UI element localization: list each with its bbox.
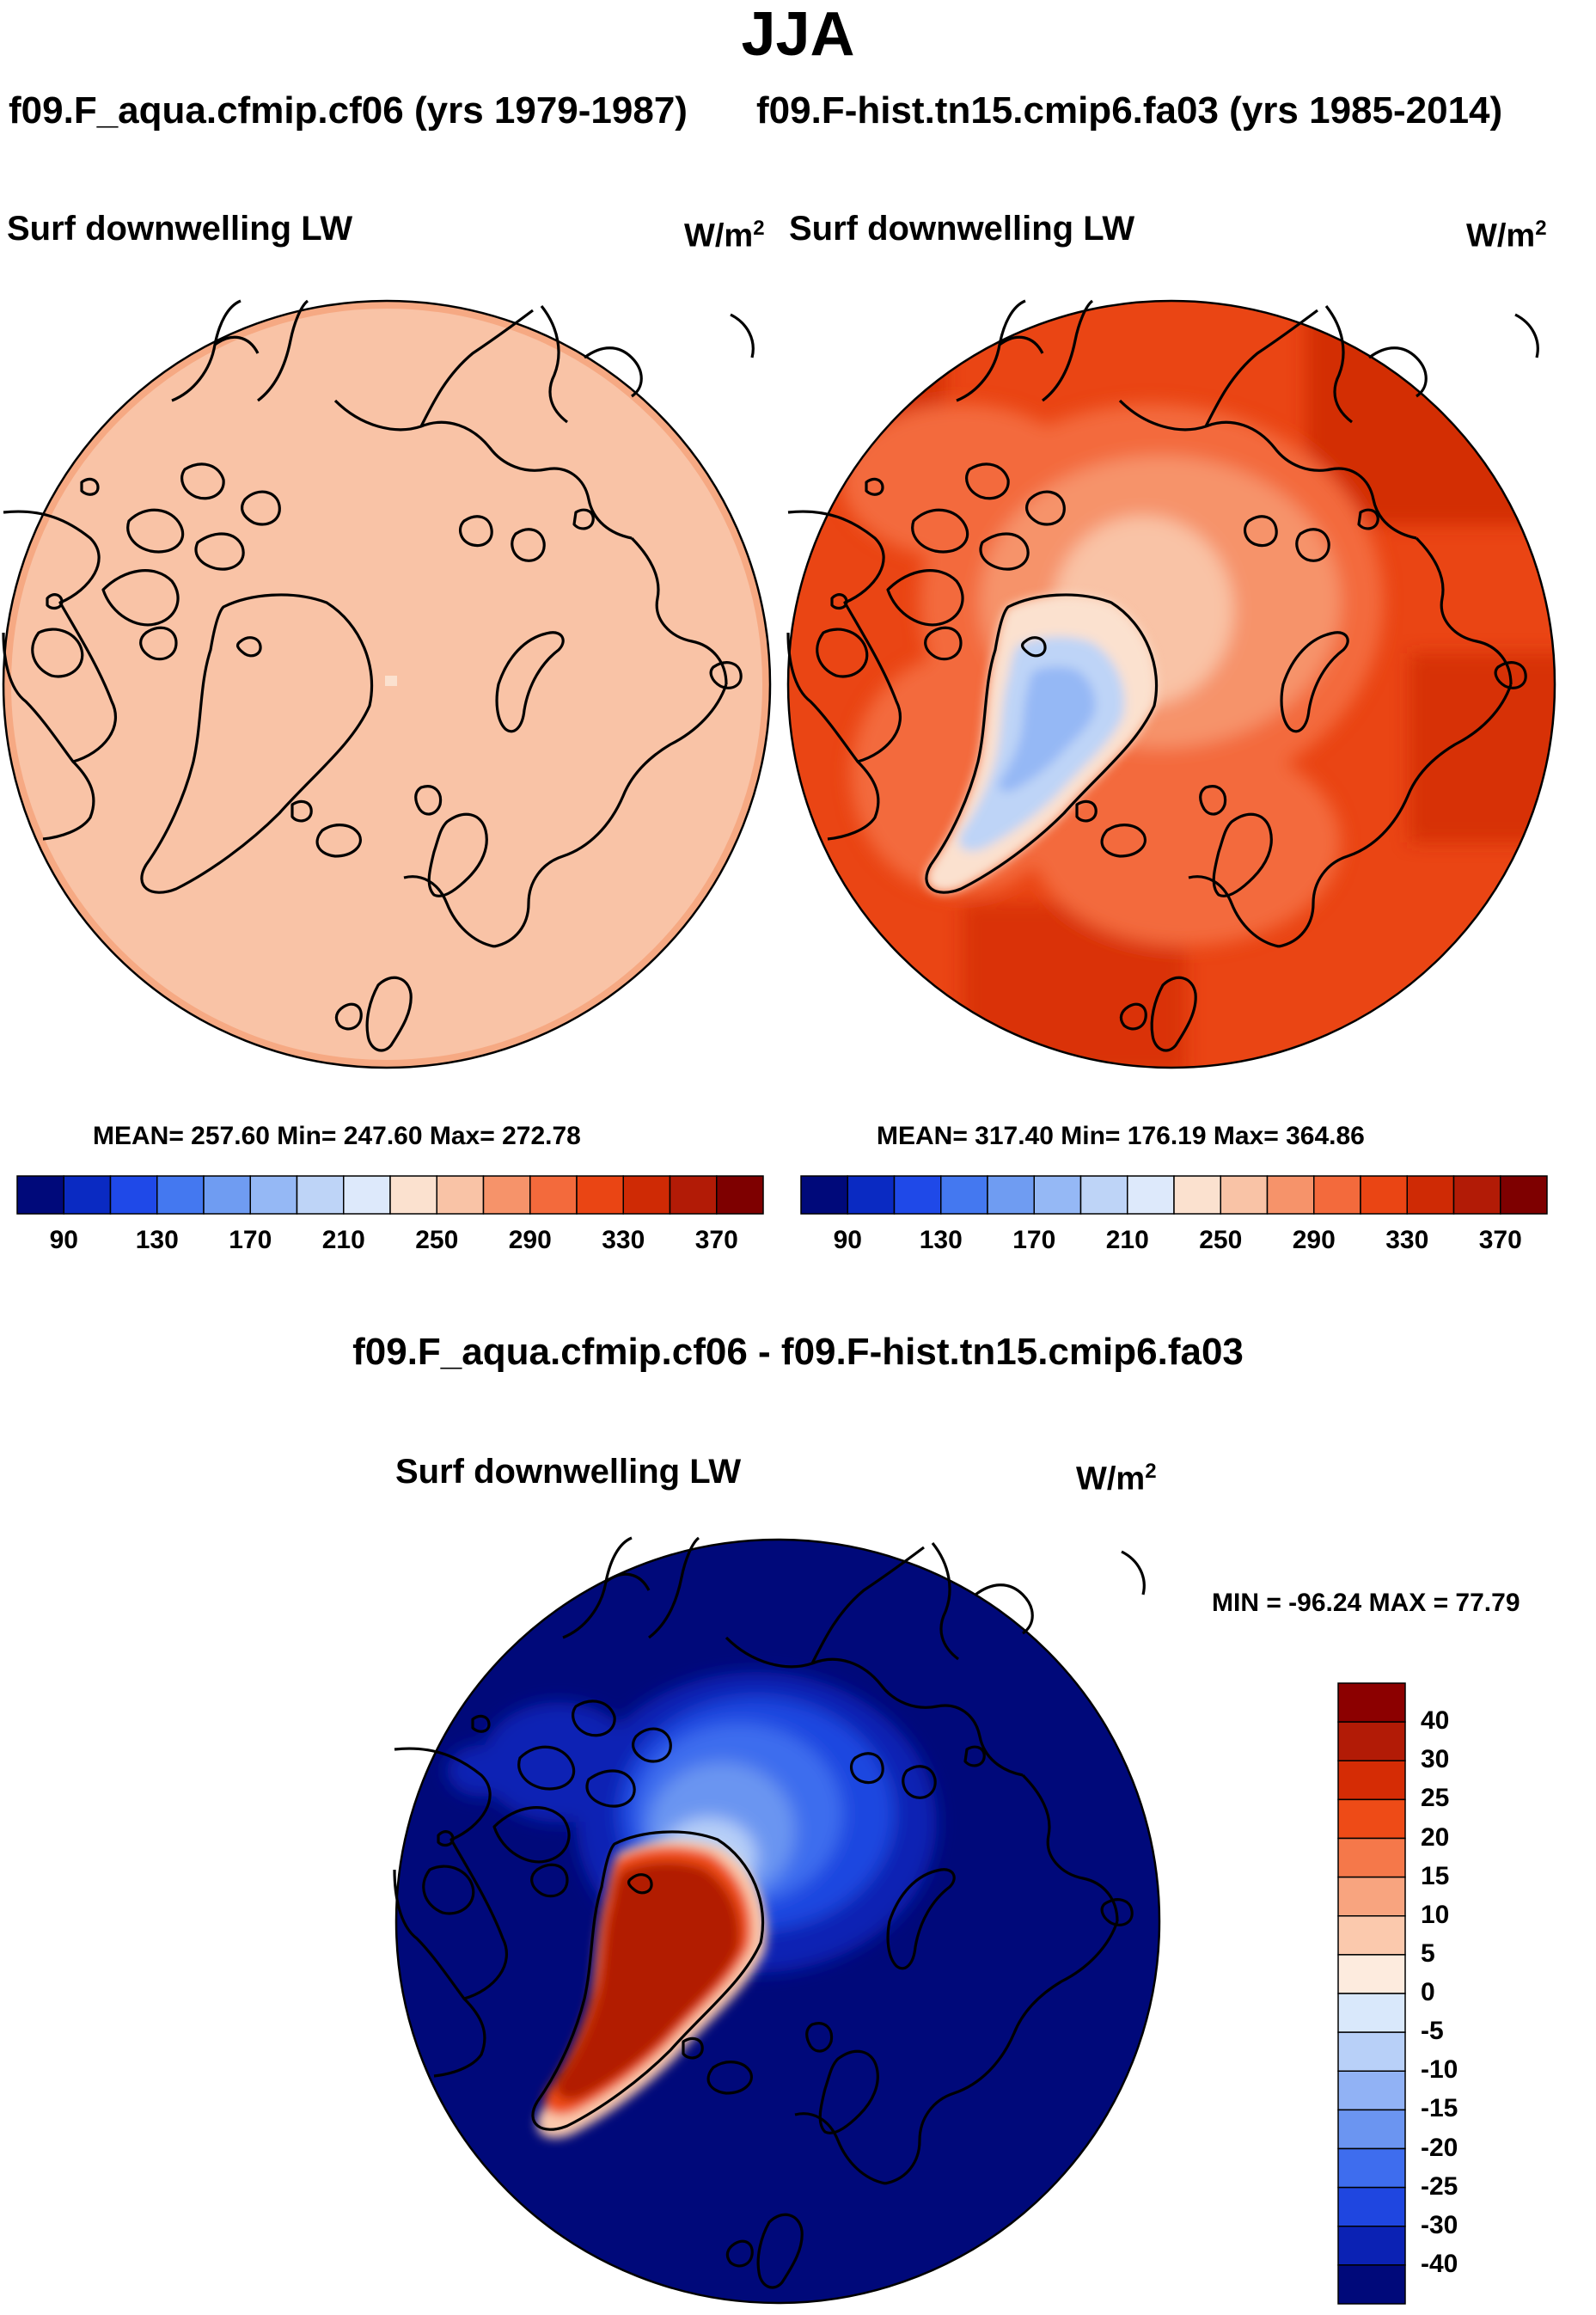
difference-colorbar-swatch-13 xyxy=(1337,2186,1406,2227)
difference-colorbar-tick-label: 40 xyxy=(1421,1706,1450,1736)
colorbar-1-swatch-2 xyxy=(109,1175,158,1215)
colorbar-2-swatch-6 xyxy=(1079,1175,1128,1215)
colorbar-2-swatch-14 xyxy=(1452,1175,1501,1215)
colorbar-1-swatch-6 xyxy=(296,1175,345,1215)
difference-colorbar-swatch-9 xyxy=(1337,2031,1406,2072)
difference-variable-label: Surf downwelling LW xyxy=(395,1453,742,1491)
colorbar-2-swatch-3 xyxy=(940,1175,988,1215)
panel-2-variable-label: Surf downwelling LW xyxy=(789,210,1135,248)
colorbar-1-swatch-15 xyxy=(716,1175,764,1215)
colorbar-2-swatch-10 xyxy=(1266,1175,1315,1215)
difference-minmax: MIN = -96.24 MAX = 77.79 xyxy=(1212,1589,1520,1617)
colorbar-1-swatch-0 xyxy=(16,1175,64,1215)
panel-2-case-title: f09.F-hist.tn15.cmip6.fa03 (yrs 1985-201… xyxy=(756,89,1503,132)
difference-colorbar-tick-label: 30 xyxy=(1421,1745,1450,1774)
colorbar-1-swatch-4 xyxy=(203,1175,251,1215)
difference-colorbar-tick-label: 20 xyxy=(1421,1822,1450,1852)
panel-1-units: W/m2 xyxy=(684,217,765,254)
colorbar-1-tick-label: 130 xyxy=(135,1226,179,1254)
colorbar-2-swatch-7 xyxy=(1127,1175,1175,1215)
difference-colorbar-swatch-3 xyxy=(1337,1798,1406,1840)
colorbar-1-swatch-10 xyxy=(482,1175,531,1215)
panel-2-units: W/m2 xyxy=(1466,217,1547,254)
difference-colorbar-swatch-1 xyxy=(1337,1721,1406,1761)
colorbar-2-swatch-1 xyxy=(847,1175,896,1215)
colorbar-1-swatch-7 xyxy=(343,1175,391,1215)
colorbar-2-swatch-9 xyxy=(1220,1175,1269,1215)
difference-map xyxy=(393,1536,1161,2305)
colorbar-1-tick-label: 250 xyxy=(415,1226,459,1254)
colorbar-2-swatch-11 xyxy=(1313,1175,1361,1215)
colorbar-1-swatch-1 xyxy=(63,1175,112,1215)
difference-colorbar-swatch-14 xyxy=(1337,2226,1406,2266)
colorbar-1-swatch-12 xyxy=(576,1175,624,1215)
colorbar-2-swatch-12 xyxy=(1360,1175,1408,1215)
difference-units: W/m2 xyxy=(1076,1460,1157,1497)
difference-colorbar-tick-label: 5 xyxy=(1421,1938,1435,1968)
difference-colorbar-tick-label: 15 xyxy=(1421,1861,1450,1890)
colorbar-1-tick-label: 370 xyxy=(694,1226,738,1254)
colorbar-2-tick-label: 170 xyxy=(1012,1226,1056,1254)
panel-2-map xyxy=(786,299,1556,1069)
difference-colorbar-swatch-15 xyxy=(1337,2264,1406,2305)
difference-colorbar-tick-label: -15 xyxy=(1421,2094,1458,2123)
colorbar-1-swatch-8 xyxy=(389,1175,437,1215)
colorbar-2-tick-label: 370 xyxy=(1478,1226,1522,1254)
colorbar-2 xyxy=(800,1175,1548,1215)
difference-colorbar-swatch-0 xyxy=(1337,1682,1406,1723)
difference-colorbar-tick-label: 10 xyxy=(1421,1900,1450,1929)
colorbar-2-tick-label: 290 xyxy=(1292,1226,1336,1254)
colorbar-1-tick-label: 210 xyxy=(321,1226,365,1254)
panel-1-variable-label: Surf downwelling LW xyxy=(7,210,353,248)
difference-colorbar-swatch-6 xyxy=(1337,1915,1406,1956)
panel-1-map xyxy=(2,299,772,1069)
difference-colorbar xyxy=(1337,1682,1406,2305)
difference-colorbar-swatch-2 xyxy=(1337,1760,1406,1801)
difference-colorbar-tick-label: 0 xyxy=(1421,1978,1435,2006)
colorbar-2-swatch-0 xyxy=(800,1175,848,1215)
colorbar-1-tick-label: 330 xyxy=(602,1226,645,1254)
colorbar-2-tick-label: 330 xyxy=(1385,1226,1429,1254)
colorbar-2-swatch-15 xyxy=(1500,1175,1548,1215)
colorbar-1-swatch-9 xyxy=(436,1175,485,1215)
panel-2-stats: MEAN= 317.40 Min= 176.19 Max= 364.86 xyxy=(877,1122,1365,1150)
colorbar-2-swatch-2 xyxy=(893,1175,942,1215)
difference-colorbar-tick-label: -5 xyxy=(1421,2017,1444,2046)
colorbar-2-tick-label: 90 xyxy=(833,1226,862,1254)
difference-colorbar-tick-label: 25 xyxy=(1421,1784,1450,1813)
colorbar-2-tick-label: 250 xyxy=(1199,1226,1243,1254)
difference-colorbar-tick-label: -30 xyxy=(1421,2210,1458,2239)
colorbar-1-tick-label: 170 xyxy=(229,1226,272,1254)
colorbar-1-swatch-5 xyxy=(249,1175,298,1215)
difference-colorbar-swatch-7 xyxy=(1337,1954,1406,1994)
difference-colorbar-tick-label: -10 xyxy=(1421,2055,1458,2085)
colorbar-1-tick-label: 290 xyxy=(508,1226,552,1254)
difference-colorbar-swatch-10 xyxy=(1337,2070,1406,2111)
colorbar-1-swatch-13 xyxy=(622,1175,671,1215)
difference-colorbar-tick-label: -20 xyxy=(1421,2133,1458,2162)
figure-season-title: JJA xyxy=(741,0,855,69)
colorbar-1-swatch-14 xyxy=(669,1175,718,1215)
colorbar-1-tick-label: 90 xyxy=(49,1226,78,1254)
colorbar-2-tick-label: 210 xyxy=(1105,1226,1149,1254)
panel-1-stats: MEAN= 257.60 Min= 247.60 Max= 272.78 xyxy=(93,1122,581,1150)
difference-colorbar-tick-label: -25 xyxy=(1421,2171,1458,2201)
difference-colorbar-swatch-4 xyxy=(1337,1837,1406,1878)
colorbar-2-swatch-5 xyxy=(1033,1175,1082,1215)
colorbar-2-swatch-13 xyxy=(1406,1175,1455,1215)
colorbar-2-tick-label: 130 xyxy=(919,1226,963,1254)
colorbar-1-swatch-3 xyxy=(156,1175,205,1215)
colorbar-1-swatch-11 xyxy=(529,1175,578,1215)
panel-1-case-title: f09.F_aqua.cfmip.cf06 (yrs 1979-1987) xyxy=(9,89,688,132)
colorbar-2-swatch-8 xyxy=(1173,1175,1221,1215)
difference-colorbar-swatch-12 xyxy=(1337,2147,1406,2189)
difference-title: f09.F_aqua.cfmip.cf06 - f09.F-hist.tn15.… xyxy=(352,1331,1244,1373)
difference-colorbar-tick-label: -40 xyxy=(1421,2249,1458,2278)
colorbar-1 xyxy=(16,1175,764,1215)
difference-colorbar-swatch-5 xyxy=(1337,1876,1406,1917)
colorbar-2-swatch-4 xyxy=(987,1175,1035,1215)
difference-colorbar-swatch-8 xyxy=(1337,1993,1406,2033)
difference-colorbar-swatch-11 xyxy=(1337,2109,1406,2150)
